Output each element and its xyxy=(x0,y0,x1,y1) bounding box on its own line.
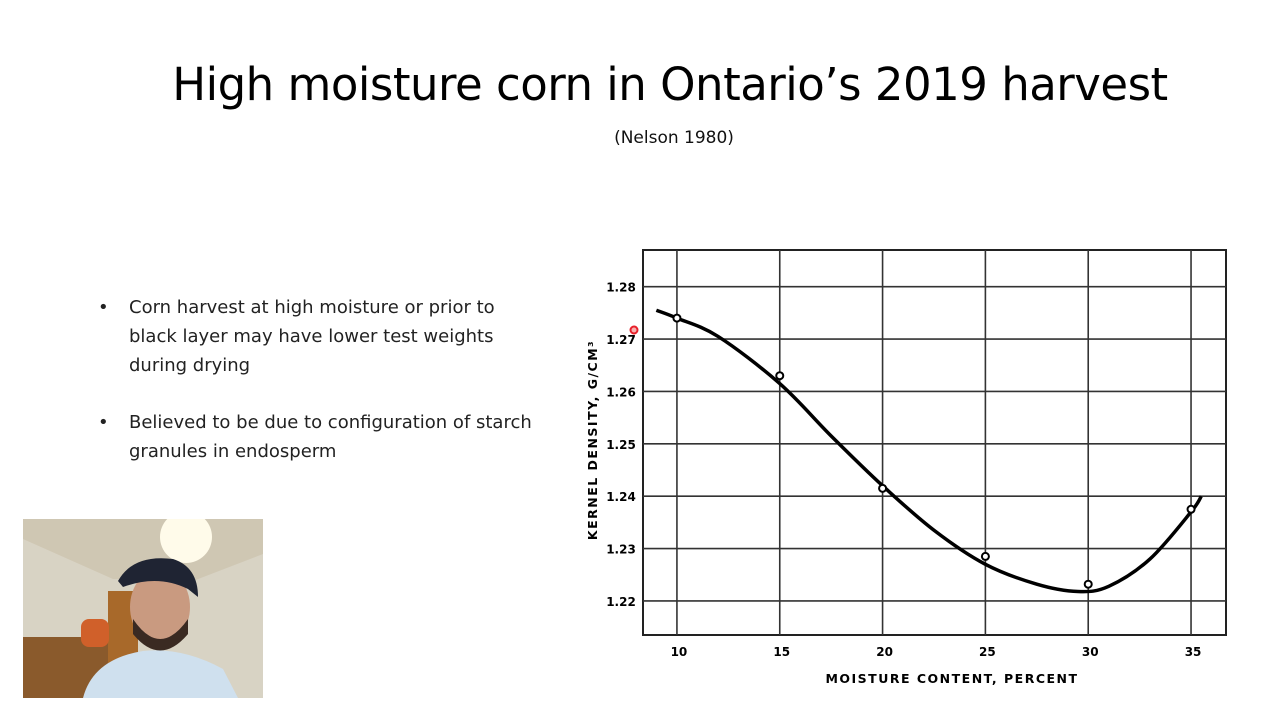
bullet-text: Believed to be due to configuration of s… xyxy=(129,412,532,462)
x-tick-label: 35 xyxy=(1185,645,1202,659)
plot-frame xyxy=(642,249,1227,636)
bullet-item: • Corn harvest at high moisture or prior … xyxy=(98,293,538,380)
y-tick-label: 1.28 xyxy=(606,281,636,295)
y-axis-label: KERNEL DENSITY, G/CM³ xyxy=(585,340,600,540)
fitted-curve xyxy=(655,308,1203,594)
data-point xyxy=(980,551,990,561)
slide-citation: (Nelson 1980) xyxy=(614,128,734,148)
bullet-list: • Corn harvest at high moisture or prior … xyxy=(98,293,538,494)
x-tick-label: 30 xyxy=(1082,645,1099,659)
data-point xyxy=(1186,504,1196,514)
x-tick-label: 10 xyxy=(671,645,688,659)
y-tick-label: 1.25 xyxy=(606,438,636,452)
slide-title: High moisture corn in Ontario’s 2019 har… xyxy=(172,58,1168,111)
data-point xyxy=(775,371,785,381)
presenter-video-icon xyxy=(23,519,263,698)
bullet-text: Corn harvest at high moisture or prior t… xyxy=(129,297,495,376)
y-tick-label: 1.23 xyxy=(606,543,636,557)
bullet-dot-icon: • xyxy=(98,412,109,433)
x-tick-label: 20 xyxy=(876,645,893,659)
data-point xyxy=(878,483,888,493)
y-tick-label: 1.26 xyxy=(606,385,636,399)
bullet-item: • Believed to be due to configuration of … xyxy=(98,408,538,466)
y-tick-label: 1.27 xyxy=(606,333,636,347)
bullet-dot-icon: • xyxy=(98,297,109,318)
laser-pointer-icon xyxy=(629,325,639,335)
data-point xyxy=(672,313,682,323)
presenter-webcam xyxy=(23,519,263,698)
y-tick-label: 1.22 xyxy=(606,595,636,609)
x-axis-label: MOISTURE CONTENT, PERCENT xyxy=(825,671,1078,686)
x-tick-label: 15 xyxy=(773,645,790,659)
x-tick-label: 25 xyxy=(979,645,996,659)
data-point xyxy=(1083,579,1093,589)
y-tick-label: 1.24 xyxy=(606,490,636,504)
